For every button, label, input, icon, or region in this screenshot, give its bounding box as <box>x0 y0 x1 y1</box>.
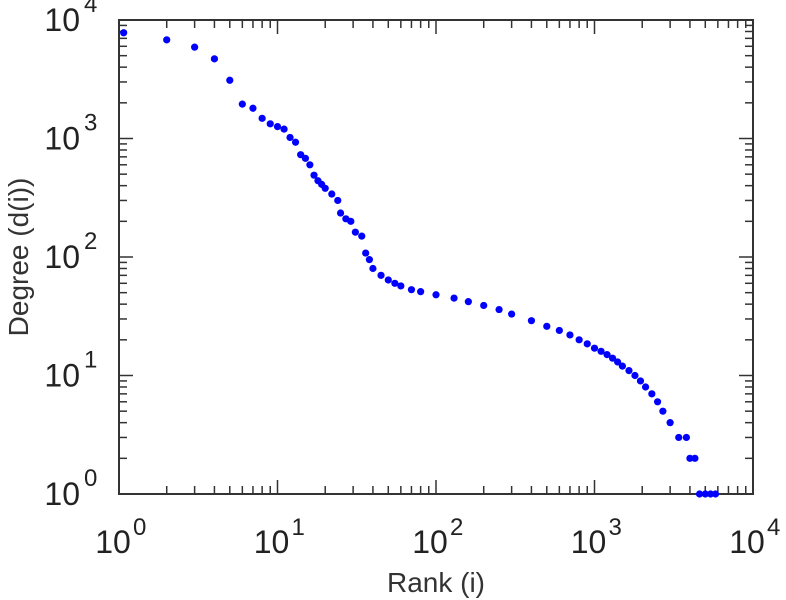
data-point <box>555 326 563 335</box>
x-tick-exponent: 3 <box>609 514 622 541</box>
x-tick-label: 10 <box>95 524 131 560</box>
data-point <box>691 454 699 462</box>
x-axis-title: Rank (i) <box>387 567 485 598</box>
y-tick-exponent: 1 <box>84 347 97 374</box>
data-point <box>336 209 345 217</box>
x-tick-exponent: 0 <box>133 514 146 541</box>
data-points <box>120 29 720 498</box>
data-point <box>686 454 694 462</box>
data-point <box>495 305 503 314</box>
data-point <box>397 282 405 290</box>
y-tick-exponent: 2 <box>84 228 97 255</box>
data-point <box>590 344 599 352</box>
data-point <box>238 100 246 108</box>
x-tick-label: 10 <box>254 524 290 560</box>
data-point <box>280 125 288 133</box>
data-point <box>625 366 633 375</box>
data-point <box>377 271 385 279</box>
data-point <box>258 114 266 122</box>
data-point <box>653 398 662 406</box>
data-point <box>369 264 377 273</box>
data-point <box>608 354 617 362</box>
data-point <box>641 383 650 391</box>
data-point <box>711 490 720 498</box>
y-tick-label: 10 <box>44 2 80 38</box>
axis-ticks <box>119 20 753 494</box>
y-tick-exponent: 4 <box>84 0 97 18</box>
x-tick-exponent: 1 <box>292 514 305 541</box>
data-point <box>301 154 310 162</box>
y-tick-label: 10 <box>44 476 80 512</box>
data-point <box>659 407 667 415</box>
data-point <box>328 190 336 198</box>
data-point <box>266 120 274 128</box>
data-point <box>631 371 639 380</box>
data-point <box>362 249 370 257</box>
data-point <box>543 322 551 330</box>
data-point <box>666 419 674 427</box>
x-tick-exponent: 4 <box>767 514 780 541</box>
x-tick-label: 10 <box>571 524 607 560</box>
data-point <box>351 228 359 236</box>
y-tick-label: 10 <box>44 239 80 275</box>
data-point <box>450 294 458 302</box>
y-tick-label: 10 <box>44 358 80 394</box>
data-point <box>695 490 704 498</box>
data-point <box>603 351 611 359</box>
data-point <box>358 232 366 240</box>
data-point <box>191 43 199 51</box>
data-point <box>701 490 709 498</box>
data-point <box>682 433 690 442</box>
y-tick-exponent: 0 <box>84 465 97 492</box>
data-point <box>706 490 715 498</box>
data-point <box>286 133 294 142</box>
data-point <box>583 340 591 348</box>
data-point <box>407 286 416 294</box>
data-point <box>321 184 329 192</box>
x-tick-labels: 10 0 10 1 10 2 10 3 10 4 <box>95 514 780 560</box>
data-point <box>391 279 399 287</box>
y-tick-exponent: 3 <box>84 110 97 137</box>
data-point <box>575 336 583 344</box>
data-point <box>210 55 219 63</box>
data-point <box>527 317 536 325</box>
data-point <box>480 301 488 310</box>
data-point <box>508 310 516 318</box>
data-point <box>226 76 234 84</box>
data-point <box>365 256 373 264</box>
data-point <box>566 331 574 339</box>
x-tick-label: 10 <box>412 524 448 560</box>
data-point <box>291 138 300 146</box>
data-point <box>310 171 318 179</box>
y-axis-title: Degree (d(i)) <box>3 178 34 337</box>
data-point <box>249 104 257 112</box>
data-point <box>120 29 128 37</box>
data-point <box>597 347 605 355</box>
data-point <box>464 298 472 306</box>
data-point <box>675 433 683 442</box>
data-point <box>347 217 355 225</box>
plot-frame <box>118 19 754 495</box>
data-point <box>648 390 656 398</box>
x-tick-label: 10 <box>729 524 765 560</box>
data-point <box>417 288 425 296</box>
x-tick-exponent: 2 <box>450 514 463 541</box>
y-tick-label: 10 <box>44 121 80 157</box>
data-point <box>163 36 171 44</box>
data-point <box>334 196 342 205</box>
data-point <box>618 362 627 370</box>
data-point <box>432 291 440 299</box>
data-point <box>614 358 622 366</box>
data-point <box>384 276 392 284</box>
data-point <box>306 161 314 169</box>
data-point <box>636 377 645 385</box>
data-point <box>273 123 282 131</box>
